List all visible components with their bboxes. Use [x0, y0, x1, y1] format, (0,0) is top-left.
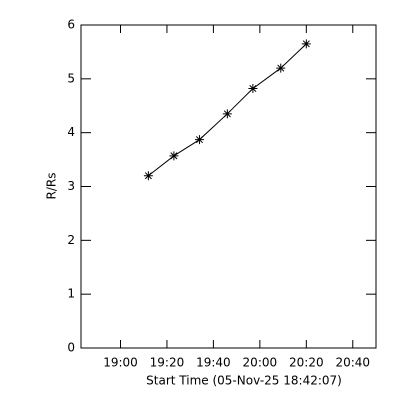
x-tick-label: 19:00 [103, 356, 138, 370]
x-tick-label: 20:40 [335, 356, 370, 370]
y-tick-label: 0 [67, 341, 75, 355]
data-point [169, 151, 179, 161]
data-point [222, 109, 232, 119]
x-axis-label: Start Time (05-Nov-25 18:42:07) [146, 374, 342, 388]
data-point [194, 135, 204, 145]
data-point [276, 63, 286, 73]
data-point [248, 84, 258, 94]
y-tick-label: 3 [67, 179, 75, 193]
y-tick-label: 2 [67, 233, 75, 247]
y-tick-label: 1 [67, 287, 75, 301]
y-axis-label: R/Rs [45, 173, 59, 200]
plot-frame [80, 24, 377, 349]
y-tick-label: 5 [67, 71, 75, 85]
data-point [143, 171, 153, 181]
y-tick-label: 4 [67, 125, 75, 139]
x-tick-label: 19:40 [196, 356, 231, 370]
x-tick-label: 20:00 [243, 356, 278, 370]
x-tick-label: 19:20 [150, 356, 185, 370]
y-tick-label: 6 [67, 18, 75, 32]
x-tick-label: 20:20 [289, 356, 324, 370]
data-point [301, 39, 311, 49]
